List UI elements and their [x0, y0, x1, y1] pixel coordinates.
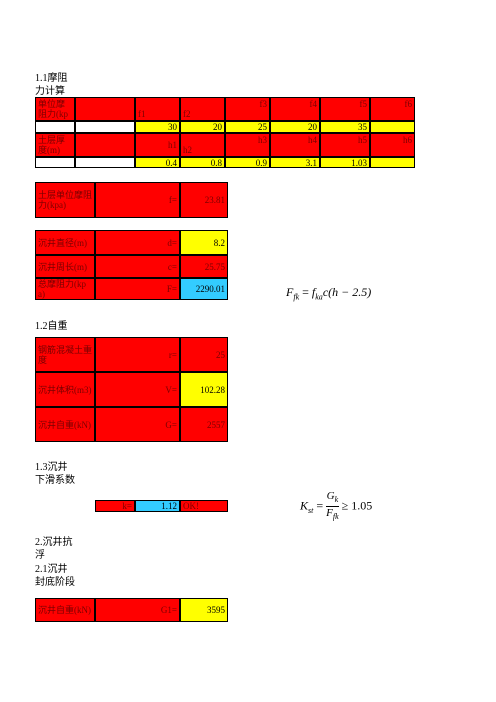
section-title: 下滑系数 [35, 475, 75, 486]
cell [75, 133, 135, 157]
value-cell: 3.1 [270, 157, 320, 168]
value-cell: 2557 [180, 407, 228, 442]
row-label: 土层单位摩阻力(kpa) [35, 182, 95, 218]
header-cell: f5 [320, 97, 370, 121]
formula-part: fk [293, 292, 300, 302]
row-label: 沉井周长(m) [35, 255, 95, 278]
value-cell: 2290.01 [180, 278, 228, 300]
symbol-cell: r= [95, 337, 180, 372]
status-cell: OK! [180, 500, 228, 512]
cell [75, 121, 135, 133]
header-cell: f4 [270, 97, 320, 121]
formula-part: F [326, 507, 333, 520]
header-cell: h2 [180, 133, 225, 157]
value-cell: 35 [320, 121, 370, 133]
formula-part: fk [332, 512, 339, 522]
value-cell: 102.28 [180, 372, 228, 407]
symbol-cell: k= [95, 500, 135, 512]
value-cell: 20 [270, 121, 320, 133]
value-cell: 23.81 [180, 182, 228, 218]
section-title: 1.1摩阻 [35, 73, 68, 84]
section-title: 浮 [35, 550, 45, 561]
value-cell: 25 [180, 337, 228, 372]
symbol-cell: c= [95, 255, 180, 278]
cell [35, 121, 75, 133]
value-cell: 30 [135, 121, 180, 133]
section-title: 1.2自重 [35, 321, 68, 332]
value-cell: 0.8 [180, 157, 225, 168]
header-cell: h4 [270, 133, 320, 157]
value-cell: 8.2 [180, 230, 228, 255]
header-cell: h5 [320, 133, 370, 157]
cell [35, 157, 75, 168]
symbol-cell: V= [95, 372, 180, 407]
fraction: Gk Ffk [326, 490, 339, 523]
row-label: 单位摩阻力(kpa) [35, 97, 75, 121]
value-cell: 25.75 [180, 255, 228, 278]
row-label: 沉井直径(m) [35, 230, 95, 255]
formula-part: f [311, 285, 316, 299]
symbol-cell: G1= [95, 598, 180, 622]
value-cell [370, 157, 415, 168]
formula-part: k [334, 495, 339, 505]
symbol-cell: G= [95, 407, 180, 442]
header-cell: f3 [225, 97, 270, 121]
row-label: 沉井自重(kN) [35, 407, 95, 442]
section-title: 1.3沉井 [35, 462, 68, 473]
formula-part: G [326, 490, 335, 502]
formula-part: st [308, 505, 314, 515]
value-cell: 0.4 [135, 157, 180, 168]
cell [75, 157, 135, 168]
header-cell: f2 [180, 97, 225, 121]
header-cell: h3 [225, 133, 270, 157]
formula-part: ≥ 1.05 [341, 498, 373, 513]
value-cell: 0.9 [225, 157, 270, 168]
row-label: 土层厚度(m) [35, 133, 75, 157]
formula-part: K [300, 498, 309, 513]
header-cell: h6 [370, 133, 415, 157]
value-cell: 1.03 [320, 157, 370, 168]
value-cell: 25 [225, 121, 270, 133]
formula-part: = [316, 498, 324, 513]
formula-part: ka [315, 292, 323, 302]
section-title: 力计算 [35, 86, 65, 97]
formula-part: c(h − 2.5) [322, 285, 372, 299]
section-subtitle: 封底阶段 [35, 577, 75, 588]
value-cell: 20 [180, 121, 225, 133]
slide-formula: Kst = Gk Ffk ≥ 1.05 [300, 490, 372, 523]
cell [75, 97, 135, 121]
friction-formula: Ffk = fkac(h − 2.5) [286, 285, 371, 301]
header-cell: f1 [135, 97, 180, 121]
symbol-cell: d= [95, 230, 180, 255]
symbol-cell: F= [95, 278, 180, 300]
symbol-cell: f= [95, 182, 180, 218]
row-label: 钢筋混凝土重度 [35, 337, 95, 372]
section-title: 2.沉井抗 [35, 537, 73, 548]
row-label: 沉井体积(m3) [35, 372, 95, 407]
value-cell [370, 121, 415, 133]
formula-part: = [302, 285, 309, 299]
formula-part: F [286, 285, 294, 299]
row-label: 沉井自重(kN) [35, 598, 95, 622]
section-subtitle: 2.1沉井 [35, 564, 68, 575]
header-cell: h1 [135, 133, 180, 157]
header-cell: f6 [370, 97, 415, 121]
row-label: 总摩阻力(kpa) [35, 278, 95, 300]
value-cell: 3595 [180, 598, 228, 622]
value-cell: 1.12 [135, 500, 180, 512]
